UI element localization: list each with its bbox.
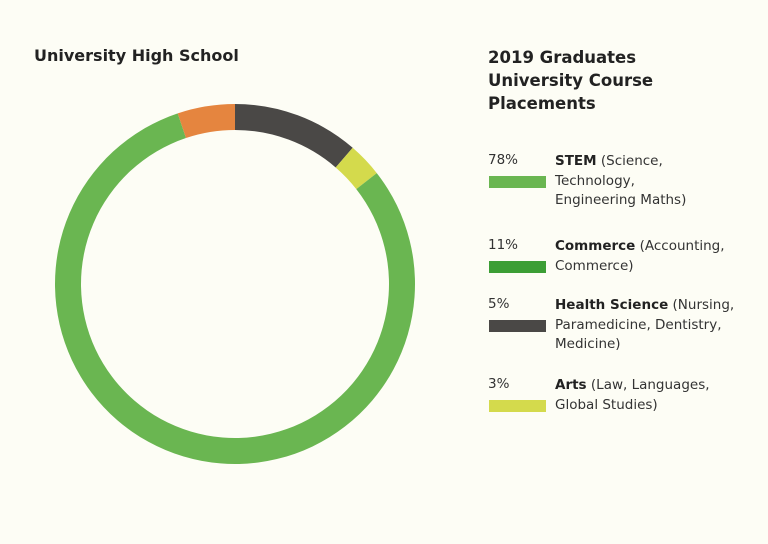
legend-swatch	[489, 400, 546, 412]
legend-percent: 78%	[488, 152, 519, 168]
legend-detail: (Law, Languages, Global Studies)	[555, 377, 710, 413]
legend-percent: 3%	[488, 376, 510, 392]
chart-title: 2019 Graduates University Course Placeme…	[488, 48, 654, 113]
legend-swatch	[489, 176, 546, 188]
legend-detail: (Science, Technology, Engineering Maths)	[555, 153, 687, 208]
donut-segment-3	[177, 104, 235, 139]
legend-entry: 3% Arts (Law, Languages, Global Studies)	[488, 376, 758, 436]
legend-name: Health Science	[555, 297, 669, 313]
school-name: University High School	[34, 46, 239, 65]
legend-name: Commerce	[555, 238, 636, 254]
donut-segment-0	[235, 104, 353, 168]
legend-name: STEM	[555, 153, 597, 169]
legend-detail: (Accounting, Commerce)	[555, 238, 725, 274]
legend-entry: 11% Commerce (Accounting, Commerce)	[488, 237, 758, 296]
legend-name: Arts	[555, 377, 587, 393]
legend-swatch	[489, 320, 546, 332]
legend-swatch	[489, 261, 546, 273]
legend-entry: 5% Health Science (Nursing, Paramedicine…	[488, 296, 758, 376]
legend-percent: 5%	[488, 296, 510, 312]
donut-segment-1	[335, 147, 377, 190]
legend: 78% STEM (Science, Technology, Engineeri…	[488, 152, 758, 436]
legend-percent: 11%	[488, 237, 519, 253]
legend-detail: (Nursing, Paramedicine, Dentistry, Medic…	[555, 297, 735, 352]
legend-entry: 78% STEM (Science, Technology, Engineeri…	[488, 152, 758, 237]
